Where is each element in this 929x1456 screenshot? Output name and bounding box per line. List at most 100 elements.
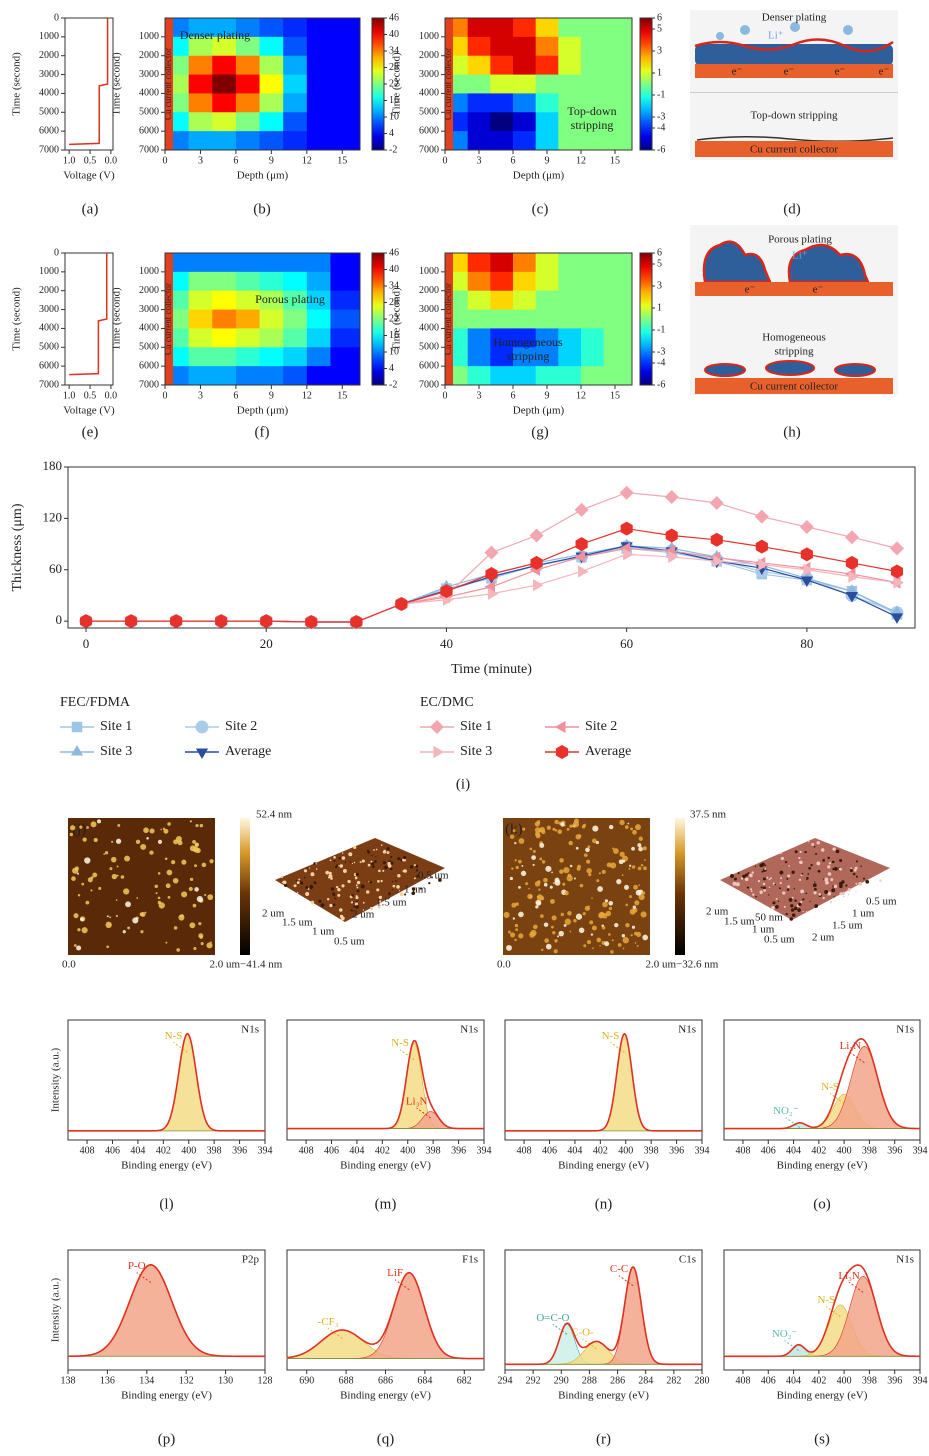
heatmap-cell — [259, 328, 284, 348]
heatmap-cell — [467, 36, 491, 57]
heatmap-cell — [535, 309, 559, 329]
afm-texture — [116, 874, 119, 877]
x-axis-label: Depth (μm) — [237, 170, 289, 182]
y-axis-label: Intensity (a.u.) — [50, 1277, 62, 1342]
colorbar-tick-label: 5 — [657, 23, 662, 34]
afm-texture — [532, 924, 538, 930]
x-tick-label: 686 — [378, 1375, 393, 1386]
afm-texture — [281, 876, 284, 879]
data-line — [69, 253, 108, 376]
afm-texture — [139, 912, 144, 917]
afm-texture — [338, 865, 340, 867]
y-tick-label: 5000 — [419, 342, 439, 353]
afm-texture — [305, 892, 310, 896]
afm-texture — [362, 909, 365, 911]
afm-texture — [330, 887, 335, 891]
heatmap-cell — [581, 36, 605, 57]
marker — [488, 587, 499, 600]
afm-texture — [337, 888, 341, 892]
afm-texture — [518, 859, 522, 864]
afm-texture — [369, 906, 374, 911]
x-tick-label: 12 — [576, 155, 586, 166]
peak-leader — [173, 1041, 188, 1053]
marker — [484, 580, 495, 593]
cu-strip — [445, 253, 453, 385]
diagram-subtitle: stripping — [774, 346, 814, 358]
axis-3d-label: 0.5 um — [334, 936, 365, 948]
cu-strip — [165, 18, 173, 150]
afm-texture — [637, 866, 642, 871]
heatmap-cell — [212, 290, 237, 311]
afm-texture — [842, 895, 845, 898]
heatmap-cell — [513, 131, 537, 151]
afm-texture — [768, 894, 770, 896]
afm-texture — [545, 865, 552, 872]
afm-texture — [527, 893, 533, 900]
heatmap-cell — [581, 131, 605, 151]
marker — [890, 613, 904, 624]
afm-texture — [431, 876, 434, 879]
peak-component — [505, 1033, 702, 1132]
x-tick-label: 60 — [620, 636, 633, 651]
colorbar-tick-label: 46 — [389, 12, 399, 23]
heatmap-cell — [603, 328, 633, 348]
x-tick-label: 408 — [299, 1145, 314, 1156]
electron-label: e⁻ — [879, 66, 890, 78]
y-tick-label: 0 — [54, 12, 59, 23]
afm-texture — [116, 865, 119, 868]
afm-texture — [180, 914, 184, 918]
heatmap-cell — [306, 253, 331, 273]
x-tick-label: 396 — [451, 1145, 466, 1156]
afm-texture — [581, 824, 586, 829]
y-tick-label: 7000 — [39, 144, 59, 155]
plot-frame — [504, 1249, 703, 1371]
y-tick-label: 2000 — [39, 50, 59, 61]
afm-texture — [521, 864, 524, 867]
afm-texture — [105, 921, 112, 929]
afm-texture — [789, 917, 794, 921]
afm-texture — [827, 891, 832, 896]
afm-texture — [111, 840, 114, 843]
afm-texture — [193, 846, 196, 849]
x-tick-label: 3 — [477, 390, 482, 401]
y-tick-label: 2000 — [139, 50, 159, 61]
afm-texture — [313, 881, 317, 885]
marker — [440, 584, 453, 599]
x-tick-label: 0 — [163, 155, 168, 166]
afm-texture — [351, 862, 354, 865]
afm-texture — [590, 933, 594, 936]
y-tick-label: 6000 — [139, 125, 159, 136]
afm-texture — [194, 842, 199, 847]
marker — [709, 495, 724, 510]
afm-texture — [586, 940, 591, 945]
afm-texture — [831, 860, 835, 864]
afm-texture — [793, 888, 796, 890]
afm-texture — [308, 867, 311, 869]
afm-texture — [79, 825, 83, 829]
heatmap-cell — [330, 36, 361, 57]
afm-texture — [730, 874, 734, 878]
afm-texture — [551, 915, 557, 921]
afm-texture — [337, 893, 341, 897]
heatmap-cell — [306, 74, 331, 94]
afm-texture — [832, 847, 836, 851]
afm-texture — [204, 893, 207, 897]
afm-texture — [375, 856, 377, 858]
afm-texture — [810, 863, 813, 867]
heatmap-cell — [212, 271, 237, 292]
divider — [690, 92, 898, 93]
afm-texture — [825, 880, 829, 885]
heatmap-cell — [581, 74, 605, 94]
afm-texture — [577, 864, 582, 869]
y-axis-label: Thickness (μm) — [10, 503, 25, 591]
strip-label: Cu current collector — [443, 48, 453, 120]
heatmap-cell — [283, 93, 308, 113]
peak-leader — [784, 1340, 799, 1351]
x-tick-label: 290 — [554, 1375, 569, 1386]
heatmap-cell — [212, 55, 237, 76]
afm-texture — [805, 892, 808, 895]
heatmap-cell — [603, 253, 633, 273]
legend-marker — [195, 748, 209, 759]
afm-texture — [313, 862, 317, 865]
afm-texture — [369, 880, 372, 884]
